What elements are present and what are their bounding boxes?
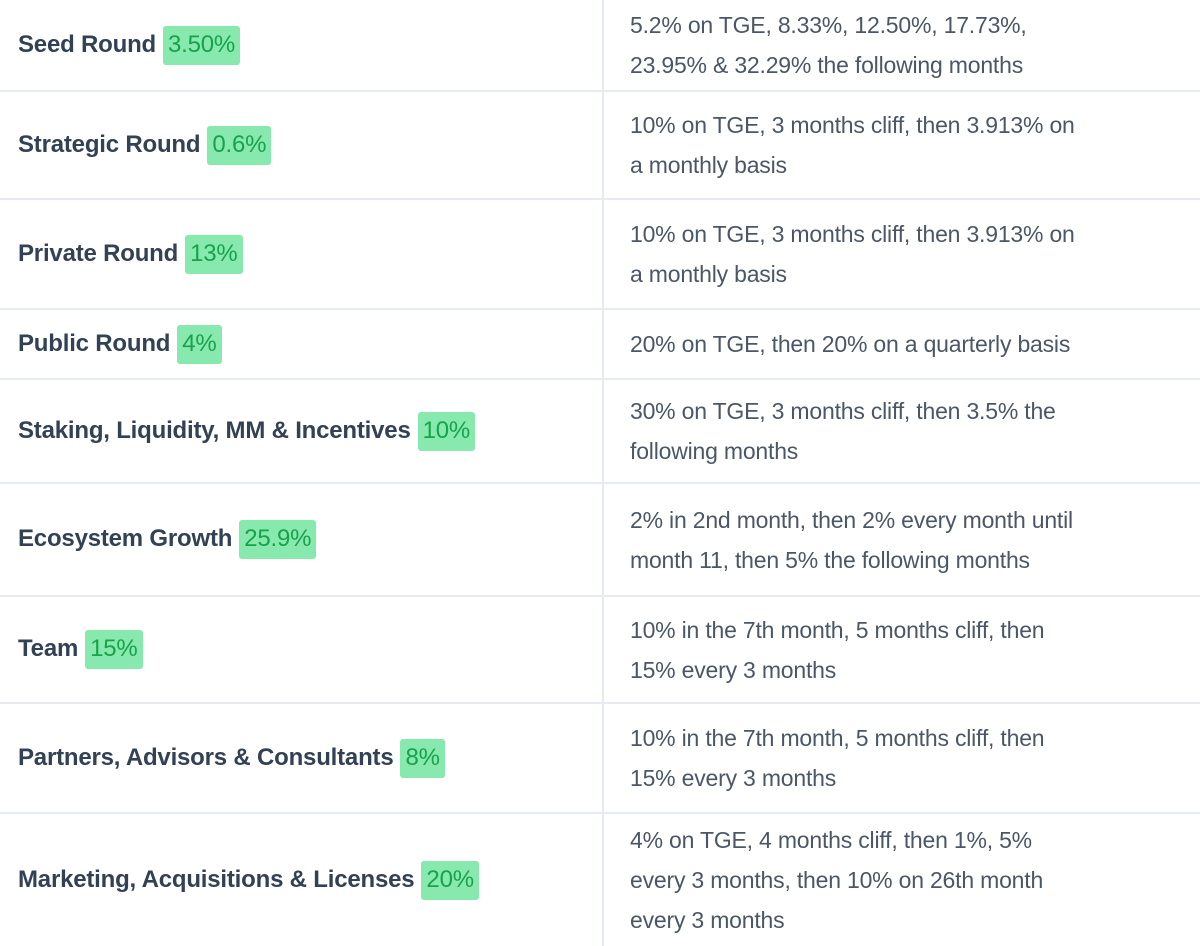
allocation-badge: 0.6% (207, 125, 272, 165)
table-row: Public Round 4% 20% on TGE, then 20% on a… (0, 310, 1200, 380)
schedule-text: 10% on TGE, 3 months cliff, then 3.913% … (630, 221, 1075, 287)
allocation-badge: 20% (421, 860, 479, 900)
allocation-badge: 13% (185, 234, 243, 274)
schedule-text: 30% on TGE, 3 months cliff, then 3.5% th… (630, 398, 1056, 464)
schedule-text: 20% on TGE, then 20% on a quarterly basi… (630, 331, 1071, 357)
category-label: Public Round (18, 329, 171, 357)
schedule-cell: 10% in the 7th month, 5 months cliff, th… (604, 704, 1200, 812)
category-label: Team (18, 635, 79, 662)
allocation-badge: 25.9% (239, 520, 317, 559)
schedule-text: 5.2% on TGE, 8.33%, 12.50%, 17.73%, 23.9… (630, 12, 1027, 78)
category-cell: Staking, Liquidity, MM & Incentives 10% (0, 380, 604, 482)
allocation-badge: 15% (85, 630, 143, 669)
category-cell: Partners, Advisors & Consultants 8% (0, 704, 604, 812)
table-row: Marketing, Acquisitions & Licenses 20% 4%… (0, 814, 1200, 946)
category-cell: Seed Round 3.50% (0, 0, 604, 90)
category-cell: Marketing, Acquisitions & Licenses 20% (0, 814, 604, 946)
table-row: Private Round 13% 10% on TGE, 3 months cl… (0, 200, 1200, 310)
category-label: Partners, Advisors & Consultants (18, 743, 394, 771)
category-label: Seed Round (18, 30, 157, 58)
table-row: Team 15% 10% in the 7th month, 5 months c… (0, 597, 1200, 704)
schedule-text: 10% on TGE, 3 months cliff, then 3.913% … (630, 112, 1075, 178)
category-cell: Team 15% (0, 597, 604, 702)
schedule-cell: 30% on TGE, 3 months cliff, then 3.5% th… (604, 380, 1200, 482)
allocation-badge: 10% (417, 411, 476, 451)
schedule-cell: 10% on TGE, 3 months cliff, then 3.913% … (604, 200, 1200, 308)
table-row: Ecosystem Growth 25.9% 2% in 2nd month, t… (0, 484, 1200, 597)
allocation-badge: 3.50% (163, 25, 241, 65)
schedule-text: 10% in the 7th month, 5 months cliff, th… (630, 725, 1045, 791)
category-label: Ecosystem Growth (18, 525, 233, 552)
schedule-cell: 10% in the 7th month, 5 months cliff, th… (604, 597, 1200, 702)
schedule-cell: 5.2% on TGE, 8.33%, 12.50%, 17.73%, 23.9… (604, 0, 1200, 90)
category-cell: Public Round 4% (0, 310, 604, 378)
schedule-text: 10% in the 7th month, 5 months cliff, th… (630, 616, 1045, 683)
schedule-cell: 20% on TGE, then 20% on a quarterly basi… (604, 310, 1200, 378)
table-row: Partners, Advisors & Consultants 8% 10% i… (0, 704, 1200, 814)
category-cell: Ecosystem Growth 25.9% (0, 484, 604, 595)
category-label: Marketing, Acquisitions & Licenses (18, 865, 415, 893)
category-label: Private Round (18, 239, 179, 267)
table-row: Seed Round 3.50% 5.2% on TGE, 8.33%, 12.5… (0, 0, 1200, 92)
allocation-badge: 4% (177, 324, 222, 364)
allocation-badge: 8% (400, 738, 445, 778)
schedule-cell: 4% on TGE, 4 months cliff, then 1%, 5% e… (604, 814, 1200, 946)
schedule-cell: 2% in 2nd month, then 2% every month unt… (604, 484, 1200, 595)
category-cell: Private Round 13% (0, 200, 604, 308)
category-label: Strategic Round (18, 130, 201, 158)
schedule-text: 2% in 2nd month, then 2% every month unt… (630, 506, 1073, 573)
table-row: Staking, Liquidity, MM & Incentives 10% 3… (0, 380, 1200, 484)
category-cell: Strategic Round 0.6% (0, 92, 604, 198)
schedule-text: 4% on TGE, 4 months cliff, then 1%, 5% e… (630, 827, 1044, 933)
category-label: Staking, Liquidity, MM & Incentives (18, 416, 411, 444)
schedule-cell: 10% on TGE, 3 months cliff, then 3.913% … (604, 92, 1200, 198)
table-row: Strategic Round 0.6% 10% on TGE, 3 months… (0, 92, 1200, 200)
